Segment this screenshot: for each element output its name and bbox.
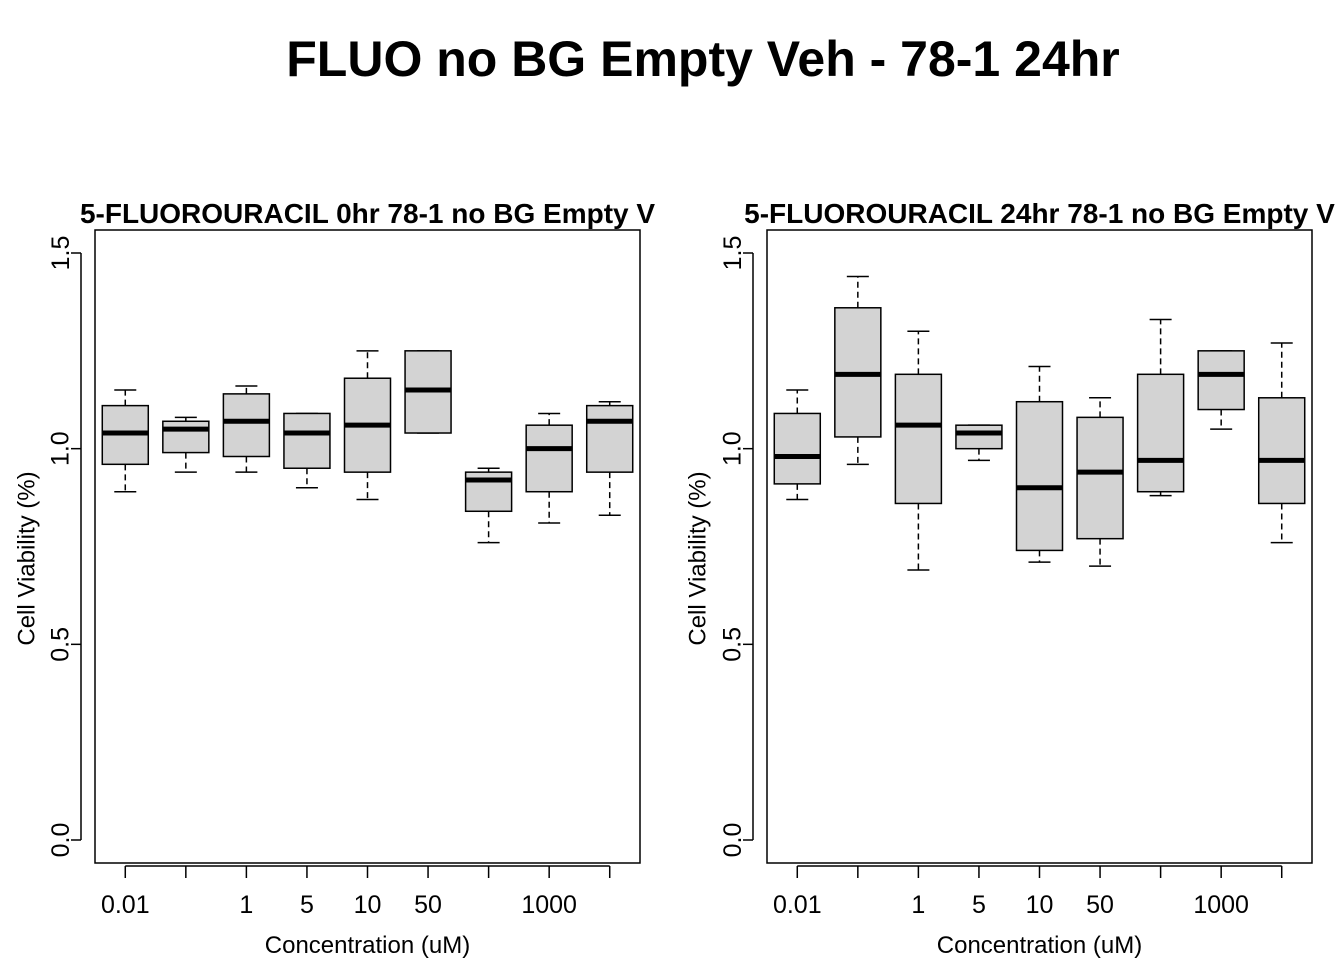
x-tick-label: 1 xyxy=(239,891,253,919)
box-iqr xyxy=(525,424,573,493)
main-title: FLUO no BG Empty Veh - 78-1 24hr xyxy=(286,31,1120,87)
box-iqr xyxy=(1076,416,1124,540)
plot-frame xyxy=(94,229,641,864)
box-iqr xyxy=(585,404,634,473)
box-iqr xyxy=(1015,400,1064,552)
box-iqr xyxy=(1197,350,1245,411)
y-tick-label: 1.0 xyxy=(719,431,747,466)
y-tick-label: 0.0 xyxy=(719,823,747,858)
x-tick-label: 1 xyxy=(911,891,925,919)
x-tick-label: 50 xyxy=(414,891,442,919)
x-tick-label: 50 xyxy=(1086,891,1114,919)
y-tick-label: 1.5 xyxy=(47,236,75,271)
box-iqr xyxy=(894,373,943,505)
box-iqr xyxy=(773,412,822,485)
box-iqr xyxy=(955,424,1003,450)
panel-title: 5-FLUOROURACIL 0hr 78-1 no BG Empty V xyxy=(80,198,655,229)
x-axis-label: Concentration (uM) xyxy=(265,932,470,959)
x-tick-label: 10 xyxy=(354,891,382,919)
x-tick-label: 0.01 xyxy=(101,891,150,919)
x-tick-label: 0.01 xyxy=(773,891,822,919)
plot-frame xyxy=(766,229,1313,864)
box-iqr xyxy=(1257,397,1306,505)
x-tick-label: 1000 xyxy=(1193,891,1249,919)
y-tick-label: 0.5 xyxy=(47,627,75,662)
y-tick-label: 0.5 xyxy=(719,627,747,662)
x-tick-label: 1000 xyxy=(521,891,577,919)
y-tick-label: 1.5 xyxy=(719,236,747,271)
box-iqr xyxy=(222,393,271,458)
x-tick-label: 5 xyxy=(300,891,314,919)
panel-title: 5-FLUOROURACIL 24hr 78-1 no BG Empty V xyxy=(744,198,1335,229)
box-iqr xyxy=(1136,373,1185,493)
y-axis-label: Cell Viability (%) xyxy=(13,471,40,645)
y-tick-label: 1.0 xyxy=(47,431,75,466)
x-axis-label: Concentration (uM) xyxy=(937,932,1142,959)
x-tick-label: 5 xyxy=(972,891,986,919)
box-iqr xyxy=(162,420,210,454)
x-tick-label: 10 xyxy=(1026,891,1054,919)
y-axis-label: Cell Viability (%) xyxy=(684,471,711,645)
box-iqr xyxy=(283,412,331,469)
y-tick-label: 0.0 xyxy=(47,823,75,858)
